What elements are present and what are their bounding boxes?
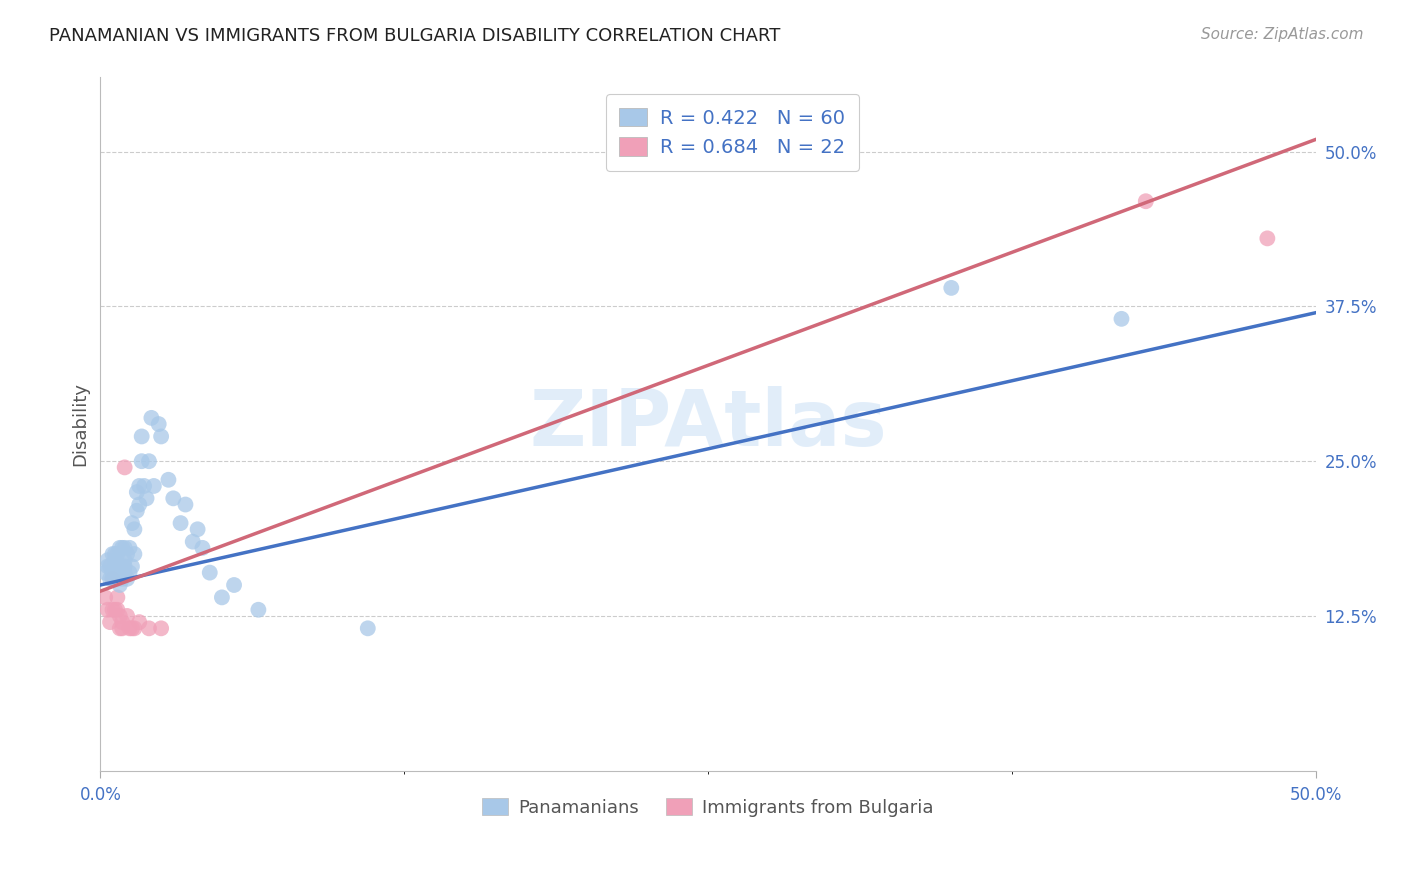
Point bbox=[115, 547, 138, 561]
Point bbox=[98, 615, 121, 629]
Point bbox=[131, 454, 153, 468]
Point bbox=[121, 621, 143, 635]
Point bbox=[114, 566, 136, 580]
Point bbox=[105, 603, 128, 617]
Point bbox=[157, 473, 180, 487]
Point bbox=[108, 566, 131, 580]
Point bbox=[118, 541, 141, 555]
Point bbox=[124, 547, 146, 561]
Point bbox=[162, 491, 184, 506]
Point bbox=[124, 522, 146, 536]
Point bbox=[108, 578, 131, 592]
Point bbox=[169, 516, 191, 530]
Point bbox=[141, 410, 163, 425]
Point bbox=[105, 591, 128, 605]
Point bbox=[118, 566, 141, 580]
Point bbox=[114, 541, 136, 555]
Point bbox=[128, 615, 150, 629]
Point bbox=[94, 566, 117, 580]
Point bbox=[191, 541, 214, 555]
Point bbox=[1111, 311, 1133, 326]
Point bbox=[97, 553, 120, 567]
Point bbox=[135, 491, 157, 506]
Point bbox=[357, 621, 380, 635]
Point bbox=[148, 417, 170, 431]
Point bbox=[105, 572, 128, 586]
Point bbox=[222, 578, 245, 592]
Point bbox=[131, 429, 153, 443]
Point bbox=[247, 603, 270, 617]
Point bbox=[97, 603, 120, 617]
Point bbox=[111, 559, 134, 574]
Point bbox=[108, 541, 131, 555]
Point bbox=[211, 591, 233, 605]
Point bbox=[132, 479, 155, 493]
Point bbox=[104, 553, 127, 567]
Point bbox=[115, 609, 138, 624]
Point bbox=[181, 534, 204, 549]
Point bbox=[1256, 231, 1278, 245]
Point bbox=[150, 429, 173, 443]
Legend: Panamanians, Immigrants from Bulgaria: Panamanians, Immigrants from Bulgaria bbox=[475, 791, 941, 824]
Point bbox=[105, 559, 128, 574]
Point bbox=[142, 479, 165, 493]
Point bbox=[104, 559, 127, 574]
Point bbox=[114, 460, 136, 475]
Point bbox=[101, 572, 124, 586]
Point bbox=[105, 547, 128, 561]
Point bbox=[125, 504, 148, 518]
Point bbox=[97, 559, 120, 574]
Point bbox=[128, 479, 150, 493]
Point bbox=[1135, 194, 1157, 209]
Point bbox=[128, 498, 150, 512]
Point bbox=[174, 498, 197, 512]
Text: Source: ZipAtlas.com: Source: ZipAtlas.com bbox=[1201, 27, 1364, 42]
Point bbox=[111, 541, 134, 555]
Point bbox=[114, 553, 136, 567]
Point bbox=[941, 281, 963, 295]
Point bbox=[111, 621, 134, 635]
Point bbox=[101, 572, 124, 586]
Point bbox=[114, 559, 136, 574]
Point bbox=[101, 547, 124, 561]
Text: ZIPAtlas: ZIPAtlas bbox=[529, 386, 887, 462]
Point bbox=[118, 621, 141, 635]
Point bbox=[115, 572, 138, 586]
Point bbox=[104, 547, 127, 561]
Point bbox=[121, 516, 143, 530]
Y-axis label: Disability: Disability bbox=[72, 382, 89, 466]
Point bbox=[111, 572, 134, 586]
Point bbox=[198, 566, 221, 580]
Point bbox=[121, 559, 143, 574]
Point bbox=[187, 522, 209, 536]
Point bbox=[94, 591, 117, 605]
Point bbox=[98, 572, 121, 586]
Point bbox=[108, 621, 131, 635]
Point bbox=[101, 603, 124, 617]
Point bbox=[104, 566, 127, 580]
Point bbox=[101, 566, 124, 580]
Point bbox=[125, 485, 148, 500]
Point bbox=[111, 615, 134, 629]
Point bbox=[138, 454, 160, 468]
Text: PANAMANIAN VS IMMIGRANTS FROM BULGARIA DISABILITY CORRELATION CHART: PANAMANIAN VS IMMIGRANTS FROM BULGARIA D… bbox=[49, 27, 780, 45]
Point bbox=[124, 621, 146, 635]
Point bbox=[104, 603, 127, 617]
Point bbox=[150, 621, 173, 635]
Point bbox=[108, 609, 131, 624]
Point bbox=[98, 559, 121, 574]
Point bbox=[138, 621, 160, 635]
